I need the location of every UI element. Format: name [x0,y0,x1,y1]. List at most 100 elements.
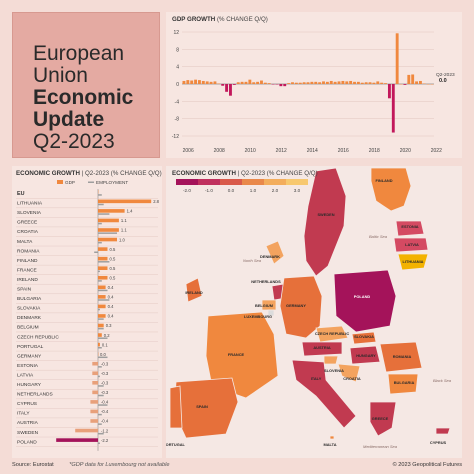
eg-category-label: AUSTRIA [17,420,39,426]
map-region-france [205,311,279,399]
eg-category-label: CYPRUS [17,401,37,407]
eg-category-label: FINLAND [17,258,38,264]
eg-category-label: BELGIUM [17,325,39,331]
eg-gdp-bar [98,228,119,232]
scale-tick: -1.0 [205,188,213,193]
gdp-x-tick: 2022 [431,148,442,154]
eg-category-label: DENMARK [17,315,42,321]
eg-gdp-bar [92,371,98,376]
eg-value-label: 2.8 [153,199,159,204]
gdp-bar [201,80,205,84]
eg-value-label: 0.5 [110,266,116,271]
eg-title-text: ECONOMIC GROWTH [16,170,80,177]
gdp-y-tick: 4 [176,65,179,71]
map-region-italy [291,359,357,429]
eg-employment-bar [98,270,100,273]
map-label: SLOVENIA [324,368,344,373]
eg-chart-title: ECONOMIC GROWTH | Q2-2023 (% CHANGE Q/Q) [16,170,162,177]
map-subtitle-text: | Q2-2023 (% CHANGE Q/Q) [237,170,318,177]
gdp-bar [353,81,356,84]
map-panel: ECONOMIC GROWTH | Q2-2023 (% CHANGE Q/Q)… [163,166,462,458]
gdp-bar [291,82,294,84]
map-region-sweden [303,167,347,277]
map-label: SWEDEN [317,212,334,217]
eg-value-label: 1.0 [119,237,125,242]
eg-category-label: BULGARIA [17,296,42,302]
gdp-bar [244,81,248,84]
gdp-bar [256,81,260,84]
source-text: Source: Eurostat [12,462,54,468]
eg-gdp-bar [98,304,106,309]
gdp-y-tick: 0 [176,82,179,88]
map-region-slovakia [351,331,377,345]
map-label: FINLAND [375,178,392,183]
eg-value-label: 1.4 [127,209,133,214]
eg-value-label: 0.5 [110,247,116,252]
gdp-title-text: GDP GROWTH [172,16,216,23]
eg-category-label: SLOVAKIA [17,306,41,312]
gdp-y-tick: -8 [175,117,180,123]
scale-swatch [198,179,220,185]
eg-value-label: -0.3 [101,381,109,386]
eg-gdp-bar [98,323,104,328]
legend-employment-swatch [88,181,94,183]
eg-value-label: -0.4 [101,419,109,424]
eg-gdp-bar [98,285,106,290]
eg-gdp-bar [98,237,117,242]
title-line-2: Union [33,64,88,87]
map-region-czech [315,325,349,343]
eg-employment-bar [98,308,100,311]
map-label: AUSTRIA [313,345,330,350]
map-label: DENMARK [260,254,280,259]
gdp-bar [329,80,333,84]
gdp-bar [190,80,194,84]
eg-gdp-bar [98,199,152,204]
map-region-greece [369,401,397,437]
map-label: LUXEMBOURG [244,314,272,319]
title-line-3: Economic [33,86,134,109]
gdp-bar [314,81,318,84]
gdp-bar [232,84,236,85]
eg-gdp-bar [98,295,106,299]
map-sea-label: Black Sea [433,378,452,383]
page-title: European Union Economic Update Q2-2023 [33,43,153,153]
eg-value-label: 0.4 [108,295,114,300]
map-label: ESTONIA [401,224,418,229]
map-label: HUNGARY [356,353,376,358]
gdp-bar [225,84,229,92]
eg-employment-bar [98,261,110,263]
map-region-romania [379,341,423,373]
scale-swatch [286,179,308,185]
gdp-y-tick: 8 [176,47,179,53]
eg-value-label: -0.4 [101,409,109,414]
map-label: IRELAND [185,290,202,295]
eg-value-label: -0.4 [101,400,109,405]
title-line-4: Update [33,108,105,131]
gdp-bar [391,84,395,133]
gdp-bar [372,82,376,84]
eg-category-label: SWEDEN [17,430,39,436]
footer-left: Source: Eurostat *GDP data for Luxembour… [12,462,169,468]
gdp-bar [194,79,198,84]
eg-gdp-bar [90,400,98,404]
eg-gdp-bar [98,275,108,280]
eg-category-label: ESTONIA [17,363,39,369]
gdp-x-tick: 2012 [276,148,287,154]
eg-value-label: 0.2 [104,333,110,338]
gdp-x-tick: 2008 [214,148,225,154]
gdp-bar [333,81,337,84]
gdp-x-tick: 2016 [338,148,349,154]
map-label: POLAND [354,294,371,299]
eg-category-label: GERMANY [17,353,42,359]
map-label: FRANCE [228,352,245,357]
eg-value-label: 0.4 [108,285,114,290]
eg-category-label: GREECE [17,220,37,226]
eg-category-label: LITHUANIA [17,201,43,207]
map-label: LATVIA [405,242,419,247]
gdp-x-tick: 2018 [369,148,380,154]
map-label: SPAIN [196,404,208,409]
eg-gdp-bar [92,361,98,366]
eg-value-label: 0.3 [106,323,112,328]
eg-category-label: LATVIA [17,372,34,378]
eg-employment-bar [94,251,98,253]
